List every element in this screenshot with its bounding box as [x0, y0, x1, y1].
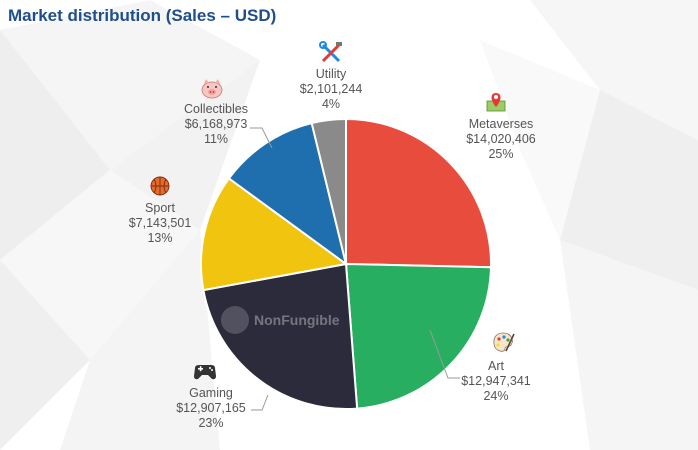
slice-label-value-sport: $7,143,501 — [129, 216, 192, 230]
leader-line-collectibles — [250, 127, 273, 149]
nonfungible-logo-icon — [221, 306, 249, 334]
slice-label-percent-metaverses: 25% — [488, 147, 513, 161]
basketball-icon — [150, 176, 170, 196]
pig-icon — [201, 79, 223, 99]
pie-slice-sport — [200, 177, 349, 292]
slice-label-name-collectibles: Collectibles — [184, 102, 248, 116]
pie-slice-art — [344, 262, 492, 410]
slice-label-percent-utility: 4% — [322, 97, 340, 111]
slice-label-name-art: Art — [488, 359, 505, 373]
slice-label-percent-art: 24% — [483, 389, 508, 403]
pie-slice-collectibles — [227, 121, 348, 267]
chart-title: Market distribution (Sales – USD) — [8, 6, 277, 25]
slice-label-value-metaverses: $14,020,406 — [466, 132, 536, 146]
pie-slice-gaming — [202, 262, 359, 410]
slice-label-name-gaming: Gaming — [189, 386, 233, 400]
leader-line-gaming — [251, 394, 269, 411]
leader-line-art — [429, 329, 460, 379]
slice-label-value-gaming: $12,907,165 — [176, 401, 246, 415]
slice-label-value-utility: $2,101,244 — [300, 82, 363, 96]
slice-label-percent-gaming: 23% — [198, 416, 223, 430]
slice-label-name-utility: Utility — [316, 67, 347, 81]
slice-label-value-collectibles: $6,168,973 — [185, 117, 248, 131]
pie-slice-metaverses — [345, 117, 492, 269]
slice-label-percent-sport: 13% — [147, 231, 172, 245]
watermark-text: NonFungible — [254, 312, 340, 328]
slice-label-name-metaverses: Metaverses — [469, 117, 534, 131]
slice-label-percent-collectibles: 11% — [204, 132, 228, 146]
tools-icon — [319, 41, 342, 63]
map-pin-icon — [486, 93, 506, 112]
watermark: NonFungible — [221, 306, 340, 334]
slice-label-name-sport: Sport — [145, 201, 175, 215]
gamepad-icon — [194, 365, 216, 380]
pie-slice-utility — [310, 117, 347, 265]
slice-label-value-art: $12,947,341 — [461, 374, 531, 388]
palette-icon — [493, 332, 515, 352]
